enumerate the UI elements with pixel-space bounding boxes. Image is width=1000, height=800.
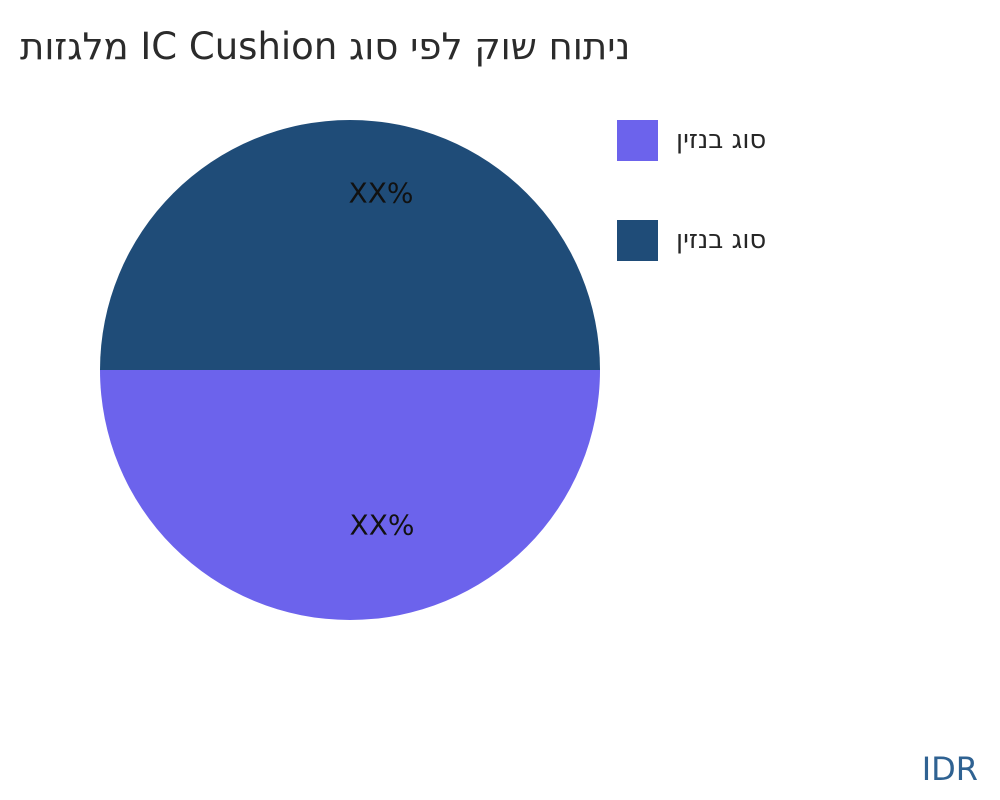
chart-title: מלגזות IC Cushion ניתוח שוק לפי סוג [20, 25, 631, 68]
pie-slice-top [100, 120, 600, 370]
pie-percentage-label-bottom: XX% [349, 508, 415, 542]
legend-item: סוג בנזין [617, 220, 766, 261]
legend-item: סוג בנזין [617, 120, 766, 161]
legend-label: סוג בנזין [676, 125, 767, 155]
currency-label: IDR [921, 750, 978, 788]
pie-chart [100, 120, 600, 620]
pie-percentage-label-top: XX% [348, 176, 414, 210]
legend-label: סוג בנזין [676, 225, 767, 255]
legend: סוג בנזין סוג בנזין [617, 120, 766, 261]
legend-swatch-purple [617, 120, 658, 161]
legend-swatch-navy [617, 220, 658, 261]
pie-slice-bottom [100, 370, 600, 620]
